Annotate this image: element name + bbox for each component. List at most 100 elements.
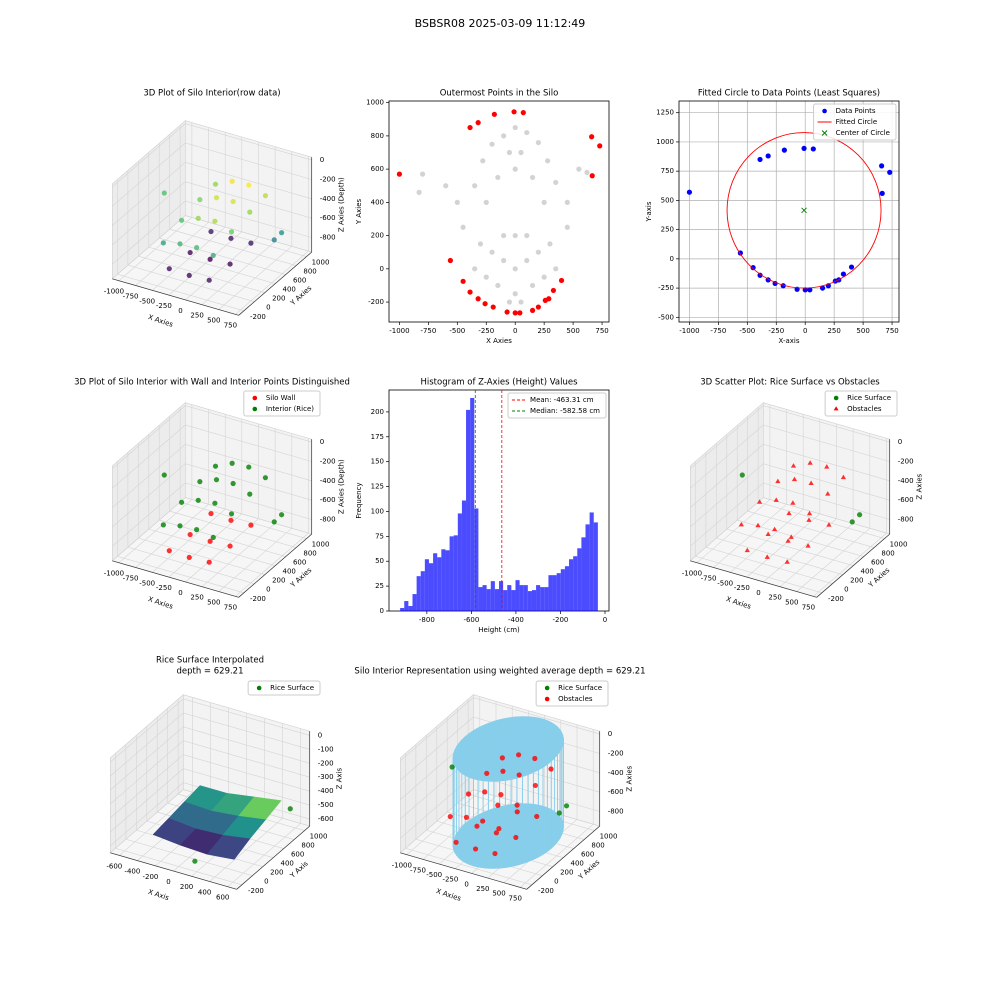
grid-line xyxy=(119,697,193,856)
legend-box xyxy=(824,390,898,417)
y-tick-label: 1000 xyxy=(600,833,618,841)
y-tick-label: 1000 xyxy=(312,541,330,549)
grid-line xyxy=(747,416,875,548)
point xyxy=(553,266,559,272)
point xyxy=(206,277,212,283)
point xyxy=(248,522,254,528)
y-tick-label: -250 xyxy=(658,284,674,292)
legend-handle xyxy=(822,108,827,114)
point xyxy=(849,519,855,525)
x-tick-label: 250 xyxy=(827,327,840,335)
point xyxy=(806,517,812,522)
y-tick-label: 400 xyxy=(571,860,584,868)
point xyxy=(790,463,797,468)
grid-line xyxy=(110,768,310,833)
grid-line xyxy=(117,179,244,312)
legend: Rice Surface Obstacles xyxy=(824,390,898,417)
y-tick-label: -200 xyxy=(368,298,384,306)
z-tick-label: -400 xyxy=(318,787,334,795)
legend-handle xyxy=(833,406,839,411)
point xyxy=(501,257,507,264)
x-tick-label: -1000 xyxy=(104,288,124,296)
bar xyxy=(515,580,520,611)
point xyxy=(186,272,192,279)
bar xyxy=(490,581,495,611)
grid-line xyxy=(730,414,804,573)
grid-line xyxy=(158,143,286,275)
point xyxy=(825,491,831,496)
x-tick-label: -500 xyxy=(717,579,733,587)
bar xyxy=(461,500,467,611)
point xyxy=(467,289,473,295)
point xyxy=(287,806,293,812)
y-tick-label: -200 xyxy=(828,595,844,603)
grid-line xyxy=(235,156,309,315)
legend-label: Center of Circle xyxy=(836,129,890,137)
grid-line xyxy=(690,482,890,547)
point xyxy=(887,169,893,175)
grid-line xyxy=(796,433,871,592)
grid-line xyxy=(138,161,265,293)
x-tick-label: 400 xyxy=(198,888,211,896)
legend-label: Obstacles xyxy=(558,695,593,703)
legend-label: Mean: -463.31 cm xyxy=(530,396,594,404)
point xyxy=(807,287,813,293)
point xyxy=(247,491,253,497)
point xyxy=(483,199,489,205)
bar xyxy=(428,563,434,611)
y-tick-label: -200 xyxy=(250,595,266,603)
grid-line xyxy=(112,142,312,207)
chart-title: 3D Plot of Silo Interior(row data) xyxy=(143,89,280,99)
point xyxy=(212,463,219,469)
point xyxy=(278,512,285,518)
point xyxy=(482,789,488,795)
z-tick-label: -800 xyxy=(898,516,914,524)
point xyxy=(419,171,426,177)
grid-line xyxy=(148,152,276,284)
grid-line xyxy=(138,443,265,575)
legend-handle xyxy=(833,395,839,401)
z-tick-label: -200 xyxy=(608,749,624,757)
z-tick-label: -800 xyxy=(320,234,336,242)
x-tick-label: 200 xyxy=(180,883,193,891)
y-tick-label: 400 xyxy=(371,198,384,206)
point xyxy=(210,534,216,540)
bar xyxy=(511,590,516,611)
point xyxy=(194,527,200,533)
y-tick-label: 500 xyxy=(661,196,674,204)
point xyxy=(480,158,486,164)
grid-line xyxy=(695,461,822,594)
point xyxy=(454,199,460,205)
grid-line xyxy=(118,404,193,563)
z-tick-label: -200 xyxy=(320,175,336,183)
z-tick-label: -400 xyxy=(320,195,336,203)
point xyxy=(532,755,538,762)
x-tick-label: 750 xyxy=(509,894,522,902)
point xyxy=(247,209,253,215)
point xyxy=(463,814,470,820)
point xyxy=(757,156,763,163)
y-tick-label: 200 xyxy=(850,577,863,585)
point xyxy=(213,477,220,483)
point xyxy=(788,534,794,539)
y-tick-label: 0 xyxy=(264,878,268,886)
bar xyxy=(412,594,417,611)
bar xyxy=(560,569,565,611)
y-tick-label: 100 xyxy=(371,507,384,515)
point xyxy=(535,304,541,310)
point xyxy=(177,523,183,529)
z-tick-label: 0 xyxy=(608,730,612,738)
point xyxy=(563,803,570,809)
point xyxy=(738,521,744,527)
z-tick-label: -400 xyxy=(898,477,914,485)
point xyxy=(186,554,192,561)
x-tick-label: 500 xyxy=(856,327,869,335)
grid-line xyxy=(168,419,243,578)
chart-title: Fitted Circle to Data Points (Least Squa… xyxy=(698,89,880,99)
grid-line xyxy=(112,443,312,508)
point xyxy=(518,299,524,305)
point xyxy=(514,809,520,815)
point xyxy=(532,782,538,789)
grid-line xyxy=(112,424,312,489)
